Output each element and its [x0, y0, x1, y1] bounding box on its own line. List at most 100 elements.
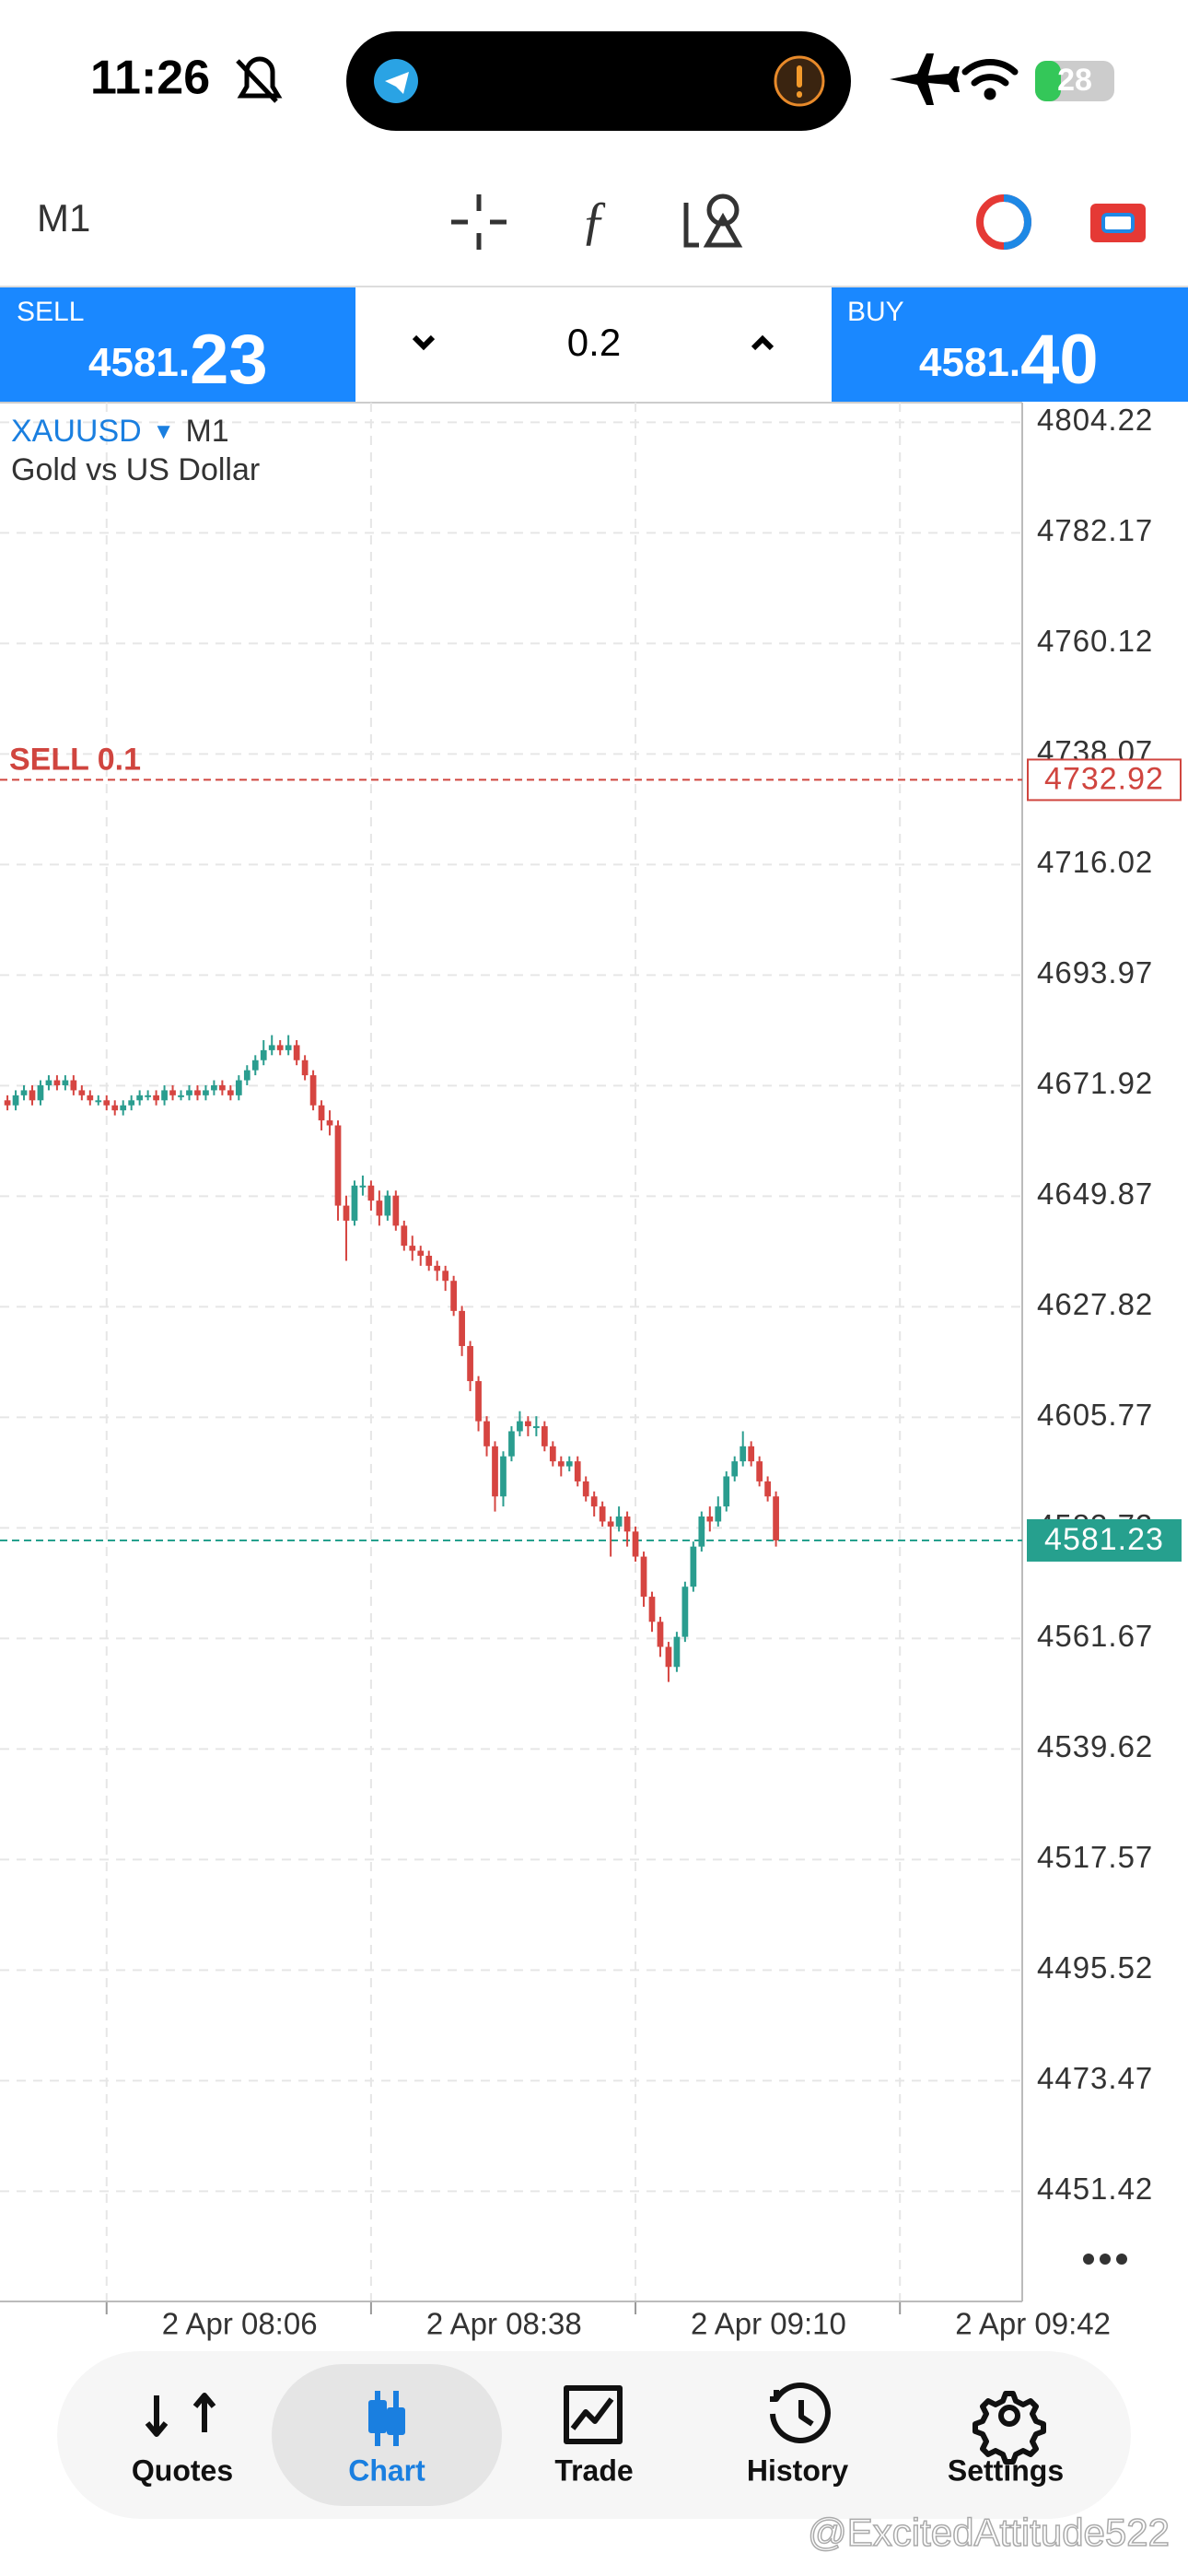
- candle-body: [492, 1446, 498, 1497]
- candle-body: [227, 1090, 234, 1095]
- candle-body: [161, 1090, 168, 1101]
- candle-body: [525, 1421, 531, 1427]
- candle-body: [756, 1461, 763, 1481]
- candle-body: [53, 1080, 61, 1085]
- nav-icon[interactable]: [564, 2385, 623, 2444]
- candle-body: [541, 1426, 548, 1446]
- candle-body: [95, 1100, 102, 1103]
- candle-body: [367, 1185, 375, 1201]
- candle-body: [285, 1045, 292, 1050]
- candle-body: [623, 1516, 631, 1532]
- nav-icon[interactable]: [770, 2383, 831, 2443]
- candle-body: [392, 1195, 400, 1226]
- symbol[interactable]: XAUUSD ▼ M1: [11, 414, 229, 449]
- candle-body: [359, 1185, 367, 1188]
- nav-label[interactable]: Trade: [554, 2453, 633, 2487]
- candle-body: [128, 1100, 135, 1106]
- candle-body: [29, 1090, 36, 1101]
- candle-body: [145, 1095, 151, 1097]
- candle-body: [640, 1556, 647, 1598]
- candle-body: [70, 1080, 77, 1091]
- nav: Quotes Chart Trade History Settings: [132, 2364, 1064, 2506]
- candle-body: [276, 1045, 284, 1050]
- candle-body: [111, 1105, 119, 1111]
- wifi-icon: [961, 59, 1019, 100]
- candle-body: [715, 1506, 722, 1522]
- candle-body: [706, 1516, 714, 1522]
- nav-label[interactable]: Chart: [348, 2453, 425, 2487]
- nav-icon[interactable]: [368, 2391, 405, 2446]
- candle-body: [376, 1200, 383, 1216]
- price-tag: [1027, 1518, 1182, 1562]
- nav-label[interactable]: Settings: [948, 2453, 1064, 2487]
- nav-label[interactable]: History: [747, 2453, 848, 2487]
- buy-price: 4581.40: [919, 321, 1099, 399]
- y-tick-label: 4760.12: [1037, 624, 1153, 658]
- x-tick-label: 2 Apr 09:42: [955, 2307, 1111, 2341]
- candle-body: [334, 1125, 342, 1206]
- y-tick-label: 4716.02: [1037, 845, 1153, 879]
- candle-body: [251, 1060, 259, 1071]
- candle-body: [20, 1090, 28, 1095]
- candle-body: [37, 1084, 44, 1101]
- candle-body: [87, 1095, 94, 1101]
- candle-body: [740, 1446, 747, 1462]
- candle-body: [194, 1090, 201, 1095]
- timeframe-button[interactable]: M1: [37, 196, 90, 240]
- nav-icon[interactable]: [973, 2391, 1046, 2465]
- chart: 2 Apr 08:06 2 Apr 08:38 2 Apr 09:10 2 Apr 0…: [0, 402, 1182, 2341]
- volume-up[interactable]: [751, 334, 775, 351]
- volume[interactable]: 0.2: [567, 321, 621, 364]
- candle-body: [260, 1049, 267, 1060]
- y-tick-label: 4605.77: [1037, 1398, 1153, 1432]
- candle-body: [483, 1421, 490, 1446]
- y-tick-label: 4671.92: [1037, 1066, 1153, 1100]
- candle-body: [748, 1446, 755, 1462]
- battery-level: [1035, 61, 1061, 101]
- y-tick-label: 4649.87: [1037, 1177, 1153, 1211]
- candle-body: [219, 1084, 226, 1091]
- x-tick-label: 2 Apr 09:10: [691, 2307, 846, 2341]
- dynamic-island: [346, 31, 851, 131]
- candle-body: [450, 1281, 458, 1311]
- nav-bar: [57, 2351, 1131, 2519]
- sell-button[interactable]: [0, 287, 355, 402]
- candle-body: [211, 1084, 217, 1091]
- indicators-icon[interactable]: ƒ: [581, 190, 608, 250]
- objects-icon[interactable]: [683, 193, 743, 248]
- candle-body: [343, 1205, 350, 1221]
- candle-body: [764, 1481, 771, 1497]
- buy-button[interactable]: [832, 287, 1188, 402]
- candle-body: [690, 1546, 697, 1587]
- price-tag-label: 4581.23: [1044, 1522, 1164, 1557]
- y-tick-label: 4627.82: [1037, 1287, 1153, 1321]
- candle-body: [681, 1587, 689, 1637]
- candle-body: [351, 1185, 358, 1221]
- y-tick-label: 4473.47: [1037, 2061, 1153, 2095]
- volume-down[interactable]: [412, 334, 436, 351]
- candle-body: [409, 1246, 416, 1251]
- nav-icon[interactable]: [145, 2393, 216, 2437]
- nav-label[interactable]: Quotes: [132, 2453, 233, 2487]
- y-tick-label: 4451.42: [1037, 2172, 1153, 2206]
- candle-body: [773, 1496, 779, 1540]
- clock: 11:26: [90, 52, 210, 105]
- candle-body: [326, 1120, 333, 1126]
- crosshair-icon[interactable]: [451, 194, 507, 250]
- candle-body: [459, 1310, 465, 1346]
- candle-body: [574, 1461, 581, 1481]
- candle-body: [268, 1045, 275, 1050]
- candle-body: [673, 1636, 681, 1668]
- nav-icon-hole: [998, 2405, 1020, 2427]
- sell-price: 4581.23: [88, 321, 268, 399]
- telegram-plane: [385, 72, 409, 94]
- more-icon[interactable]: [1083, 2254, 1127, 2265]
- candle-body: [4, 1100, 11, 1106]
- trade-icon-inner: [1101, 213, 1135, 233]
- order-label: SELL 0.1: [9, 742, 141, 777]
- candle-body: [153, 1095, 159, 1101]
- candle-body: [318, 1105, 325, 1121]
- candle-body: [731, 1461, 739, 1477]
- x-tick-label: 2 Apr 08:38: [426, 2307, 582, 2341]
